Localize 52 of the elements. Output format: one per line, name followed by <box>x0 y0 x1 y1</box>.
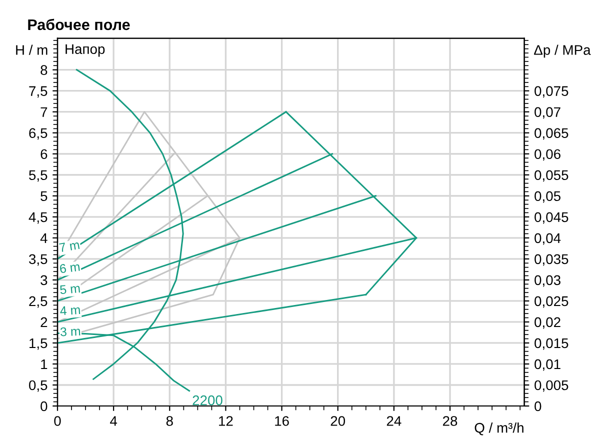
y-tick-label: 6 <box>40 149 48 160</box>
text: 7 m <box>59 240 80 252</box>
annotation: 2200 <box>192 395 222 406</box>
y2-tick-label: 0,075 <box>534 86 568 98</box>
x-axis-title: Q / m³/h <box>474 422 524 436</box>
y-tick-label: 5 <box>40 191 48 202</box>
y2-tick-label: 0,035 <box>534 254 568 266</box>
y-tick-label: 8 <box>40 65 48 75</box>
y2-tick-label: 0,03 <box>534 275 560 287</box>
x-tick-label: 28 <box>442 416 458 426</box>
y2-tick-label: 0,05 <box>534 191 560 203</box>
y-tick-label: 4 <box>40 233 48 243</box>
series-label: 5 m <box>60 284 80 294</box>
y-tick-label: 3,5 <box>29 254 48 266</box>
y2-tick-label: 0 <box>534 401 542 412</box>
y-tick-label: 6,5 <box>29 128 48 140</box>
y-tick-label: 0,5 <box>29 380 48 392</box>
x-tick-label: 20 <box>330 416 346 426</box>
y-tick-label: 2 <box>40 317 48 327</box>
y2-tick-label: 0,06 <box>534 149 560 161</box>
y2-tick-label: 0,055 <box>534 170 568 182</box>
y2-tick-label: 0,02 <box>534 317 560 329</box>
y-tick-label: 0 <box>40 401 48 412</box>
y2-tick-label: 0,005 <box>534 380 568 392</box>
y2-tick-label: 0,04 <box>534 233 561 245</box>
y-tick-label: 4,5 <box>28 212 48 224</box>
y2-tick-label: 0,025 <box>534 296 568 308</box>
x-tick-label: 0 <box>54 416 61 426</box>
y2-tick-label: 0,07 <box>534 107 560 119</box>
y-tick-label: 3 <box>40 275 48 286</box>
chart-title: Рабочее поле <box>28 18 130 30</box>
x-tick-label: 24 <box>386 416 402 426</box>
annotation: Напор <box>66 44 105 57</box>
y-axis-title: H / m <box>16 44 48 55</box>
x-tick-label: 4 <box>110 416 118 426</box>
series-label: 4 m <box>60 305 80 316</box>
y2-tick-label: 0,045 <box>534 212 568 224</box>
x-tick-label: 12 <box>219 416 233 426</box>
series-label: 3 m <box>60 326 80 336</box>
y2-tick-label: 0,015 <box>534 338 568 350</box>
y-tick-label: 1,5 <box>30 338 48 350</box>
y-tick-label: 7 <box>40 107 48 117</box>
y2-tick-label: 0,065 <box>534 128 568 140</box>
y-tick-label: 1 <box>41 359 48 370</box>
y2-tick-label: 0,01 <box>534 359 560 371</box>
text: 6 m <box>60 262 80 274</box>
y2-axis-title: Δp / MPa <box>534 44 591 58</box>
y-tick-label: 2,5 <box>29 296 48 308</box>
x-tick-label: 8 <box>166 416 173 426</box>
y-tick-label: 5,5 <box>29 170 48 182</box>
y-tick-label: 7,5 <box>29 86 48 98</box>
x-tick-label: 16 <box>275 416 289 426</box>
